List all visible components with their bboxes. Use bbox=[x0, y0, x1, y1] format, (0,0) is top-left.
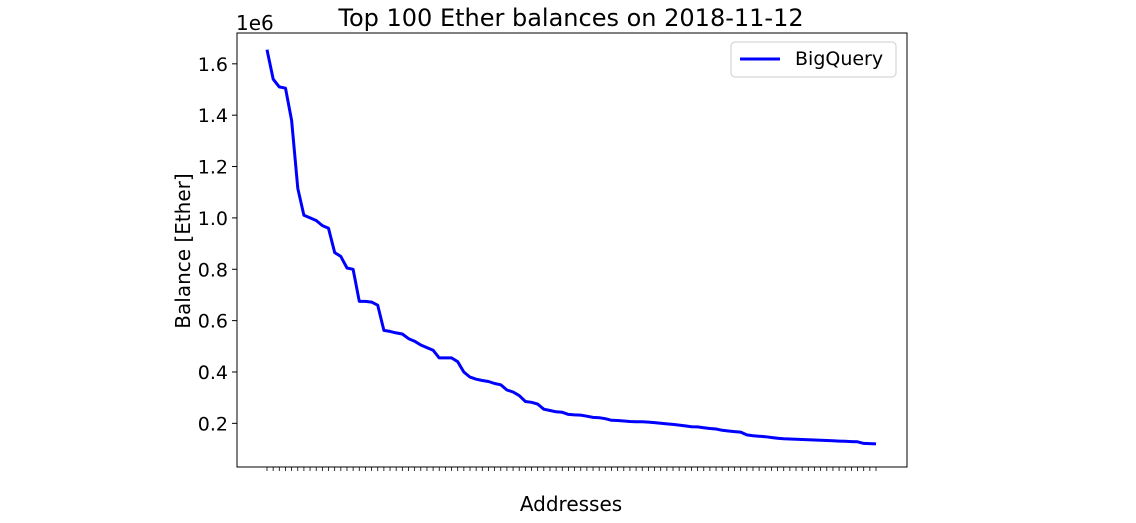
plot-frame bbox=[236, 32, 908, 468]
chart-title: Top 100 Ether balances on 2018-11-12 bbox=[337, 4, 803, 32]
x-axis-label: Addresses bbox=[520, 492, 622, 516]
y-offset-label: 1e6 bbox=[236, 11, 274, 35]
legend-label-bigquery: BigQuery bbox=[795, 48, 883, 70]
y-axis-label: Balance [Ether] bbox=[171, 173, 195, 328]
y-tick-label-0: 0.2 bbox=[198, 413, 228, 435]
legend-box bbox=[730, 41, 897, 78]
y-tick-label-7: 1.6 bbox=[198, 54, 228, 76]
legend: BigQuery bbox=[730, 41, 897, 78]
y-tick-label-3: 0.8 bbox=[198, 259, 228, 281]
y-tick-label-4: 1.0 bbox=[198, 208, 228, 230]
y-tick-label-5: 1.2 bbox=[198, 157, 228, 179]
series-line-bigquery bbox=[265, 49, 877, 446]
y-tick-label-2: 0.6 bbox=[198, 311, 228, 333]
plot-area: 0.2 0.4 0.6 0.8 1.0 1.2 1.4 1.6 bbox=[198, 49, 877, 471]
y-tick-label-1: 0.4 bbox=[198, 362, 228, 384]
y-tick-label-6: 1.4 bbox=[198, 105, 228, 127]
